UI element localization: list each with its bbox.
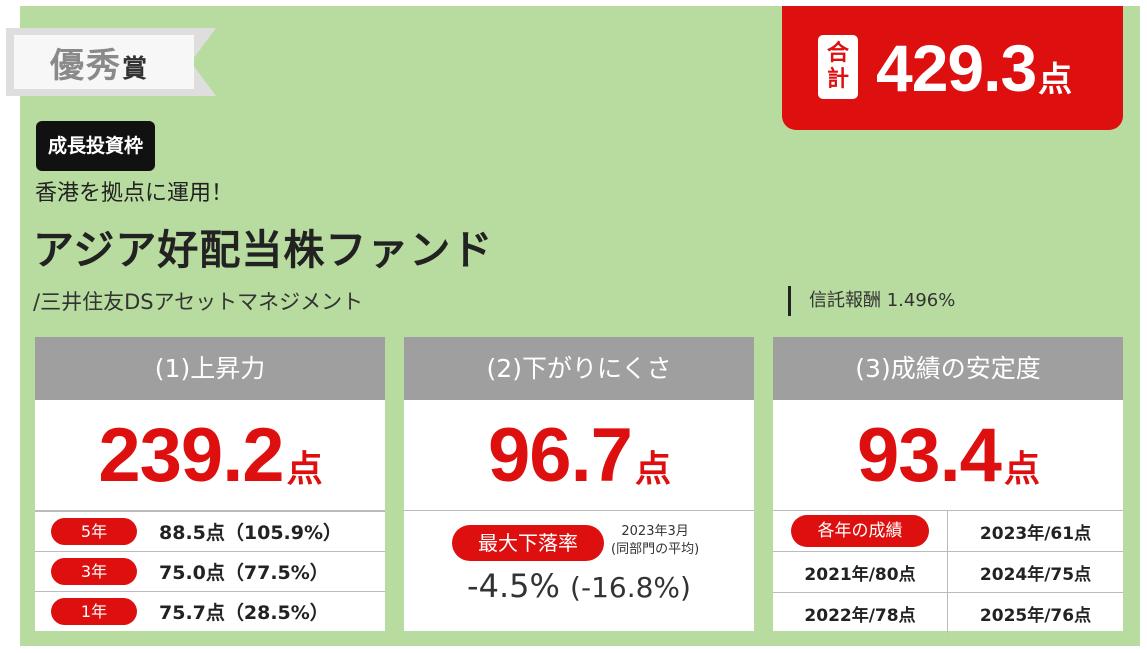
award-small: 賞 [122, 54, 150, 83]
year-result: 2025年/76点 [948, 592, 1123, 633]
drawdown-avg-note: (同部門の平均) [611, 542, 700, 557]
year-result: 2022年/78点 [773, 592, 948, 633]
period-pill: 3年 [51, 558, 137, 585]
card-resilience-title: (2)下がりにくさ [404, 337, 754, 400]
period-pill: 1年 [51, 598, 137, 625]
card-stability: (3)成績の安定度 93.4点 各年の成績 2023年/61点 2021年/80… [773, 337, 1123, 633]
return-value: 75.0点（77.5%） [159, 562, 329, 584]
total-tag-line2: 計 [826, 67, 849, 92]
card-resilience-score-value: 96.7 [488, 413, 633, 498]
drawdown-date: 2023年3月 [621, 524, 689, 539]
yearly-results-pill: 各年の成績 [791, 515, 929, 547]
year-result: 2021年/80点 [773, 551, 948, 592]
drawdown-average: (-16.8%) [570, 571, 691, 604]
total-score: 429.3点 [876, 22, 1072, 126]
card-stability-title: (3)成績の安定度 [773, 337, 1123, 400]
total-score-value: 429.3 [876, 31, 1037, 105]
yearly-results-label-cell: 各年の成績 [773, 511, 948, 551]
drawdown-note: 2023年3月 (同部門の平均) [611, 523, 699, 559]
total-score-unit: 点 [1038, 61, 1072, 99]
yearly-results-grid: 各年の成績 2023年/61点 2021年/80点 2024年/75点 2022… [773, 511, 1123, 633]
card-resilience-score: 96.7点 [404, 400, 754, 511]
management-company: /三井住友DSアセットマネジメント [33, 290, 364, 314]
year-result: 2024年/75点 [948, 551, 1123, 592]
total-tag-line1: 合 [826, 41, 849, 66]
award-big: 優秀 [50, 46, 122, 86]
return-row-5y: 5年 88.5点（105.9%） [35, 511, 385, 551]
card-upside: (1)上昇力 239.2点 5年 88.5点（105.9%） 3年 75.0点（… [35, 337, 385, 631]
return-value: 75.7点（28.5%） [159, 602, 329, 624]
fund-name: アジア好配当株ファンド [33, 226, 494, 274]
year-result: 2023年/61点 [979, 523, 1092, 544]
card-upside-score-value: 239.2 [98, 413, 284, 498]
drawdown-value: -4.5% (-16.8%) [404, 567, 754, 605]
card-stability-score: 93.4点 [773, 400, 1123, 511]
period-pill: 5年 [51, 518, 137, 545]
trust-fee: 信託報酬 1.496% [788, 286, 955, 316]
investment-frame-badge: 成長投資枠 [36, 121, 156, 171]
drawdown-fund: -4.5% [467, 567, 560, 605]
card-stability-score-unit: 点 [1003, 448, 1040, 489]
return-value: 88.5点（105.9%） [159, 522, 343, 544]
fund-subtitle: 香港を拠点に運用！ [35, 181, 234, 206]
card-upside-score-unit: 点 [286, 448, 323, 489]
card-resilience: (2)下がりにくさ 96.7点 最大下落率 2023年3月 (同部門の平均) -… [404, 337, 754, 631]
card-stability-score-value: 93.4 [857, 413, 1002, 498]
total-tag: 合 計 [818, 35, 858, 99]
card-resilience-score-unit: 点 [634, 448, 671, 489]
award-ribbon-inner [14, 35, 194, 89]
award-label: 優秀賞 [50, 38, 149, 87]
return-row-1y: 1年 75.7点（28.5%） [35, 591, 385, 631]
max-drawdown-label: 最大下落率 [452, 525, 604, 561]
card-upside-title: (1)上昇力 [35, 337, 385, 400]
return-row-3y: 3年 75.0点（77.5%） [35, 551, 385, 591]
card-upside-score: 239.2点 [35, 400, 385, 511]
